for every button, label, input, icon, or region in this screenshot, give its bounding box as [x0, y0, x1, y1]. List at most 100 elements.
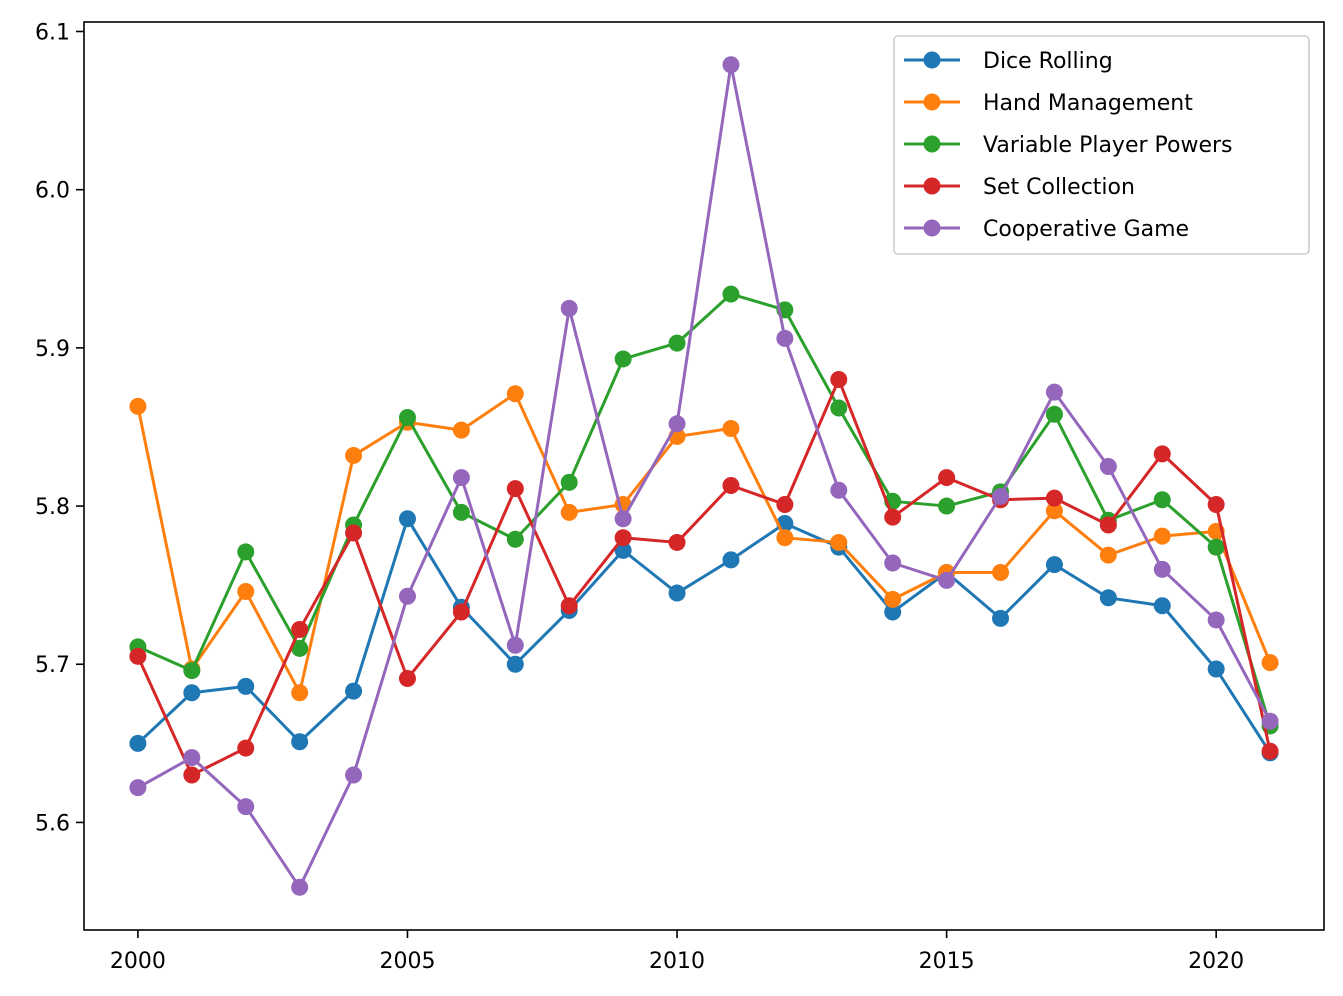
- data-point: [183, 749, 201, 767]
- series-line: [136, 392, 1272, 695]
- y-tick-label: 5.9: [35, 337, 70, 362]
- data-point: [1045, 383, 1063, 401]
- y-tick-label: 6.0: [35, 179, 70, 204]
- data-point: [938, 469, 956, 487]
- x-tick-label: 2020: [1188, 949, 1244, 974]
- data-point: [614, 350, 632, 368]
- data-point: [506, 530, 524, 548]
- data-point: [1045, 405, 1063, 423]
- data-point: [884, 603, 902, 621]
- data-point: [614, 529, 632, 547]
- axes-layer: 2000 2005 2010 2015 2020 5.6 5.7 5.8 5.9 6.0 6.1: [35, 20, 1244, 974]
- data-point: [1207, 495, 1225, 513]
- data-point: [129, 647, 147, 665]
- data-point: [1261, 712, 1279, 730]
- data-point: [1207, 660, 1225, 678]
- data-point: [776, 329, 794, 347]
- data-point: [722, 551, 740, 569]
- data-point: [668, 415, 686, 433]
- legend-label: Variable Player Powers: [983, 133, 1233, 158]
- data-point: [1153, 527, 1171, 545]
- data-point: [452, 503, 470, 521]
- data-point: [1261, 654, 1279, 672]
- data-point: [237, 677, 255, 695]
- data-point: [237, 543, 255, 561]
- series-line: [136, 517, 1272, 754]
- legend-entry: Dice Rolling: [904, 49, 1113, 74]
- data-point: [722, 285, 740, 303]
- data-point: [1099, 589, 1117, 607]
- data-point: [345, 446, 363, 464]
- data-point: [776, 495, 794, 513]
- data-point: [776, 529, 794, 547]
- data-point: [183, 662, 201, 680]
- data-point: [1207, 538, 1225, 556]
- data-point: [237, 739, 255, 757]
- data-point: [452, 469, 470, 487]
- data-point: [506, 385, 524, 403]
- data-point: [1099, 516, 1117, 534]
- legend-entry: Hand Management: [904, 91, 1193, 116]
- legend-label: Hand Management: [983, 91, 1193, 116]
- data-point: [668, 533, 686, 551]
- x-tick-label: 2000: [110, 949, 166, 974]
- data-point: [884, 554, 902, 572]
- data-point: [291, 639, 309, 657]
- legend-marker: [923, 93, 941, 111]
- data-point: [345, 682, 363, 700]
- data-point: [1099, 458, 1117, 476]
- data-point: [291, 733, 309, 751]
- data-point: [291, 878, 309, 896]
- data-point: [1261, 742, 1279, 760]
- data-point: [614, 541, 632, 559]
- data-point: [668, 584, 686, 602]
- data-point: [830, 399, 848, 417]
- data-point: [560, 503, 578, 521]
- data-point: [237, 798, 255, 816]
- data-point: [398, 408, 416, 426]
- data-point: [398, 510, 416, 528]
- data-point: [452, 603, 470, 621]
- data-point: [345, 524, 363, 542]
- data-point: [129, 734, 147, 752]
- data-point: [1153, 560, 1171, 578]
- series-cooperative-game: [129, 56, 1279, 896]
- legend-entry: Set Collection: [904, 175, 1135, 200]
- legend-entry: Cooperative Game: [904, 217, 1189, 242]
- legend-label: Set Collection: [983, 175, 1135, 200]
- plot-frame: [83, 21, 1325, 931]
- data-point: [1153, 445, 1171, 463]
- data-point: [1153, 597, 1171, 615]
- data-point: [938, 497, 956, 515]
- data-point: [830, 533, 848, 551]
- series-line: [137, 63, 1272, 889]
- data-point: [506, 636, 524, 654]
- data-point: [1153, 491, 1171, 509]
- y-tick-label: 5.8: [35, 495, 70, 520]
- data-point: [183, 684, 201, 702]
- y-tick-label: 5.7: [35, 653, 70, 678]
- data-point: [506, 655, 524, 673]
- data-point: [884, 590, 902, 608]
- data-point: [884, 508, 902, 526]
- data-point: [1099, 546, 1117, 564]
- data-point: [345, 766, 363, 784]
- data-point: [992, 609, 1010, 627]
- legend-marker: [923, 177, 941, 195]
- y-tick-label: 6.1: [35, 20, 70, 45]
- data-point: [1045, 489, 1063, 507]
- data-point: [398, 669, 416, 687]
- legend-marker: [923, 51, 941, 69]
- data-point: [506, 480, 524, 498]
- data-point: [722, 476, 740, 494]
- x-tick-label: 2010: [649, 949, 705, 974]
- legend-label: Dice Rolling: [983, 49, 1113, 74]
- legend: Dice Rolling Hand Management Variable Play…: [893, 35, 1310, 255]
- data-point: [1207, 611, 1225, 629]
- data-point: [830, 371, 848, 389]
- data-point: [722, 420, 740, 438]
- x-tick-label: 2005: [379, 949, 435, 974]
- data-point: [992, 488, 1010, 506]
- data-point: [237, 582, 255, 600]
